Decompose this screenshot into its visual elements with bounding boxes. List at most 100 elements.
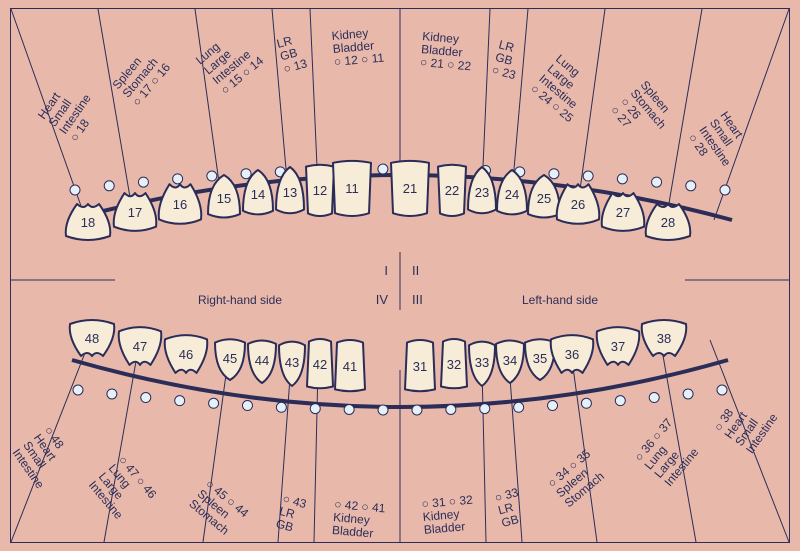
acupoint-dot: [480, 404, 490, 414]
tooth-number: 16: [173, 197, 187, 212]
meridian-label-47-46: ○ 47 ○ 46LungLargeIntestine: [86, 453, 160, 527]
acupoint-dot: [207, 171, 217, 181]
divider-line: [482, 367, 486, 542]
meridian-label-38: ○ 38HeartSmallIntestine: [711, 388, 781, 456]
divider-line: [482, 9, 490, 189]
left-side-label: Left-hand side: [522, 293, 598, 307]
tooth-number: 13: [283, 185, 297, 200]
tooth-number: 18: [81, 215, 95, 230]
divider-line: [668, 9, 702, 209]
quadrant-I: I: [384, 263, 388, 278]
meridian-label-12-11: KidneyBladder○ 12 ○ 11: [331, 25, 385, 69]
acupoint-dot: [378, 164, 388, 174]
meridian-label-45-44: ○ 45 ○ 44SpleenStomach: [186, 477, 251, 541]
meridian-text: ○ 21 ○ 22: [419, 55, 472, 73]
tooth-number: 38: [657, 331, 671, 346]
tooth-number: 46: [179, 347, 193, 362]
meridian-label-36-37: ○ 36 ○ 37LungLargeIntestine: [632, 415, 706, 489]
tooth-number: 48: [85, 331, 99, 346]
divider-line: [512, 9, 528, 192]
tooth-number: 14: [251, 187, 265, 202]
acupoint-dot: [720, 185, 730, 195]
acupoint-dot: [446, 405, 456, 415]
acupoint-dot: [583, 171, 593, 181]
acupoint-dot: [686, 181, 696, 191]
meridian-label-28: HeartSmallIntestine○ 28: [686, 109, 756, 177]
meridian-label-18: HeartSmallIntestine○ 18: [35, 76, 105, 144]
acupoint-dot: [378, 405, 388, 415]
acupoint-dot: [549, 169, 559, 179]
tooth-number: 12: [313, 183, 327, 198]
acupoint-dot: [138, 177, 148, 187]
meridian-label-15-14: LungLargeIntestine○ 15 ○ 14: [193, 23, 267, 97]
tooth-number: 25: [537, 191, 551, 206]
acupoint-dot: [514, 402, 524, 412]
tooth-number: 17: [128, 205, 142, 220]
acupoint-dot: [173, 174, 183, 184]
meridian-label-43: ○ 43LRGB: [274, 491, 308, 536]
acupoint-dot: [344, 405, 354, 415]
acupoint-dot: [104, 181, 114, 191]
tooth-number: 15: [217, 191, 231, 206]
acupoint-dot: [548, 401, 558, 411]
acupoint-dot: [412, 405, 422, 415]
tooth-number: 32: [447, 357, 461, 372]
acupoint-dot: [310, 404, 320, 414]
quadrant-IV: IV: [376, 292, 389, 307]
acupoint-dot: [242, 401, 252, 411]
acupoint-dot: [175, 396, 185, 406]
acupoint-dot: [615, 396, 625, 406]
meridian-text: GB: [500, 512, 520, 530]
tooth-number: 43: [285, 355, 299, 370]
tooth-number: 21: [403, 181, 417, 196]
meridian-label-34-35: ○ 34 ○ 35SpleenStomach: [545, 446, 610, 510]
tooth-number: 44: [255, 353, 269, 368]
divider-line: [314, 367, 318, 542]
tooth-number: 34: [503, 353, 517, 368]
tooth-number: 47: [133, 339, 147, 354]
tooth-number: 22: [445, 183, 459, 198]
acupoint-dot: [617, 174, 627, 184]
tooth-number: 27: [616, 205, 630, 220]
divider-line: [310, 9, 318, 189]
acupoint-dot: [107, 389, 117, 399]
tooth-number: 37: [611, 339, 625, 354]
meridian-text: ○ 12 ○ 11: [333, 51, 385, 69]
acupoint-dot: [209, 398, 219, 408]
acupoint-dot: [717, 385, 727, 395]
meridian-label-26-27: SpleenStomach○ 26○ 27: [608, 78, 679, 148]
meridian-label-13: LRGB○ 13: [275, 31, 309, 76]
quadrant-III: III: [412, 292, 423, 307]
acupoint-dot: [649, 393, 659, 403]
quadrant-II: II: [412, 263, 419, 278]
tooth-number: 45: [223, 351, 237, 366]
meridian-label-21-22: KidneyBladder○ 21 ○ 22: [419, 29, 474, 73]
acupoint-dot: [652, 177, 662, 187]
acupoint-dot: [581, 398, 591, 408]
divider-line: [579, 9, 605, 197]
meridian-text: ○ 23: [490, 62, 517, 82]
tooth-number: 36: [565, 347, 579, 362]
tooth-number: 42: [313, 357, 327, 372]
meridian-label-23: LRGB○ 23: [490, 37, 524, 82]
divider-line: [98, 9, 132, 209]
meridian-text: Bladder: [331, 523, 373, 541]
meridian-label-33: ○ 33LRGB: [493, 485, 527, 530]
acupoint-dot: [276, 402, 286, 412]
acupoint-dot: [70, 185, 80, 195]
right-side-label: Right-hand side: [198, 293, 282, 307]
meridian-label-42-41: ○ 42 ○ 41KidneyBladder: [331, 497, 386, 541]
acupoint-dot: [141, 393, 151, 403]
tooth-number: 24: [505, 187, 519, 202]
diagram-svg: 1817161514131211212223242526272848474645…: [0, 0, 800, 551]
acupoint-dot: [683, 389, 693, 399]
meridian-text: Bladder: [423, 519, 465, 537]
tooth-number: 31: [413, 359, 427, 374]
acupoint-dot: [73, 385, 83, 395]
tooth-number: 23: [475, 185, 489, 200]
tooth-number: 28: [661, 215, 675, 230]
divider-line: [195, 9, 221, 197]
meridian-label-31-32: ○ 31 ○ 32KidneyBladder: [421, 493, 476, 537]
tooth-number: 11: [345, 181, 359, 196]
tooth-number: 41: [343, 359, 357, 374]
